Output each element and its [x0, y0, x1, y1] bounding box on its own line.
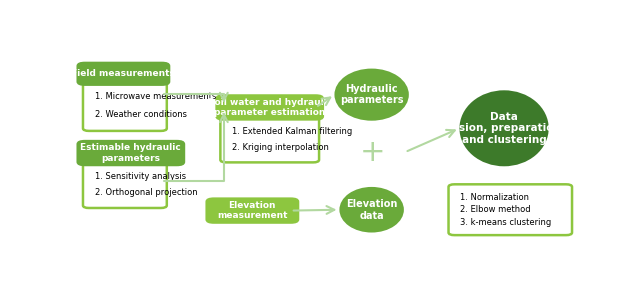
- Text: 2. Weather conditions: 2. Weather conditions: [95, 110, 187, 119]
- Text: Data
fusion, preparation
and clustering: Data fusion, preparation and clustering: [447, 112, 561, 145]
- Text: 1. Normalization: 1. Normalization: [460, 193, 529, 202]
- Text: 2. Kriging interpolation: 2. Kriging interpolation: [232, 143, 329, 152]
- Text: Elevation
data: Elevation data: [346, 199, 397, 221]
- FancyBboxPatch shape: [207, 199, 298, 223]
- Text: 1. Microwave measurements: 1. Microwave measurements: [95, 92, 216, 101]
- Text: 3. k-means clustering: 3. k-means clustering: [460, 217, 552, 226]
- Text: 1. Extended Kalman filtering: 1. Extended Kalman filtering: [232, 127, 353, 136]
- Ellipse shape: [335, 69, 409, 121]
- Ellipse shape: [460, 90, 548, 166]
- Text: Hydraulic
parameters: Hydraulic parameters: [340, 84, 403, 105]
- Text: Estimable hydraulic
parameters: Estimable hydraulic parameters: [81, 143, 181, 163]
- Text: Soil water and hydraulic
parameter estimation: Soil water and hydraulic parameter estim…: [207, 98, 332, 117]
- FancyBboxPatch shape: [77, 63, 169, 85]
- Text: 2. Orthogonal projection: 2. Orthogonal projection: [95, 188, 198, 197]
- Text: Elevation
measurement: Elevation measurement: [217, 201, 287, 220]
- FancyBboxPatch shape: [83, 162, 167, 208]
- FancyBboxPatch shape: [449, 184, 572, 235]
- Ellipse shape: [339, 187, 404, 233]
- Text: +: +: [360, 138, 385, 167]
- Text: Field measurements: Field measurements: [72, 69, 175, 78]
- FancyBboxPatch shape: [220, 116, 319, 162]
- FancyBboxPatch shape: [83, 80, 167, 131]
- FancyBboxPatch shape: [77, 141, 184, 165]
- Text: 1. Sensitivity analysis: 1. Sensitivity analysis: [95, 172, 186, 181]
- Text: 2. Elbow method: 2. Elbow method: [460, 205, 531, 214]
- FancyBboxPatch shape: [216, 95, 323, 120]
